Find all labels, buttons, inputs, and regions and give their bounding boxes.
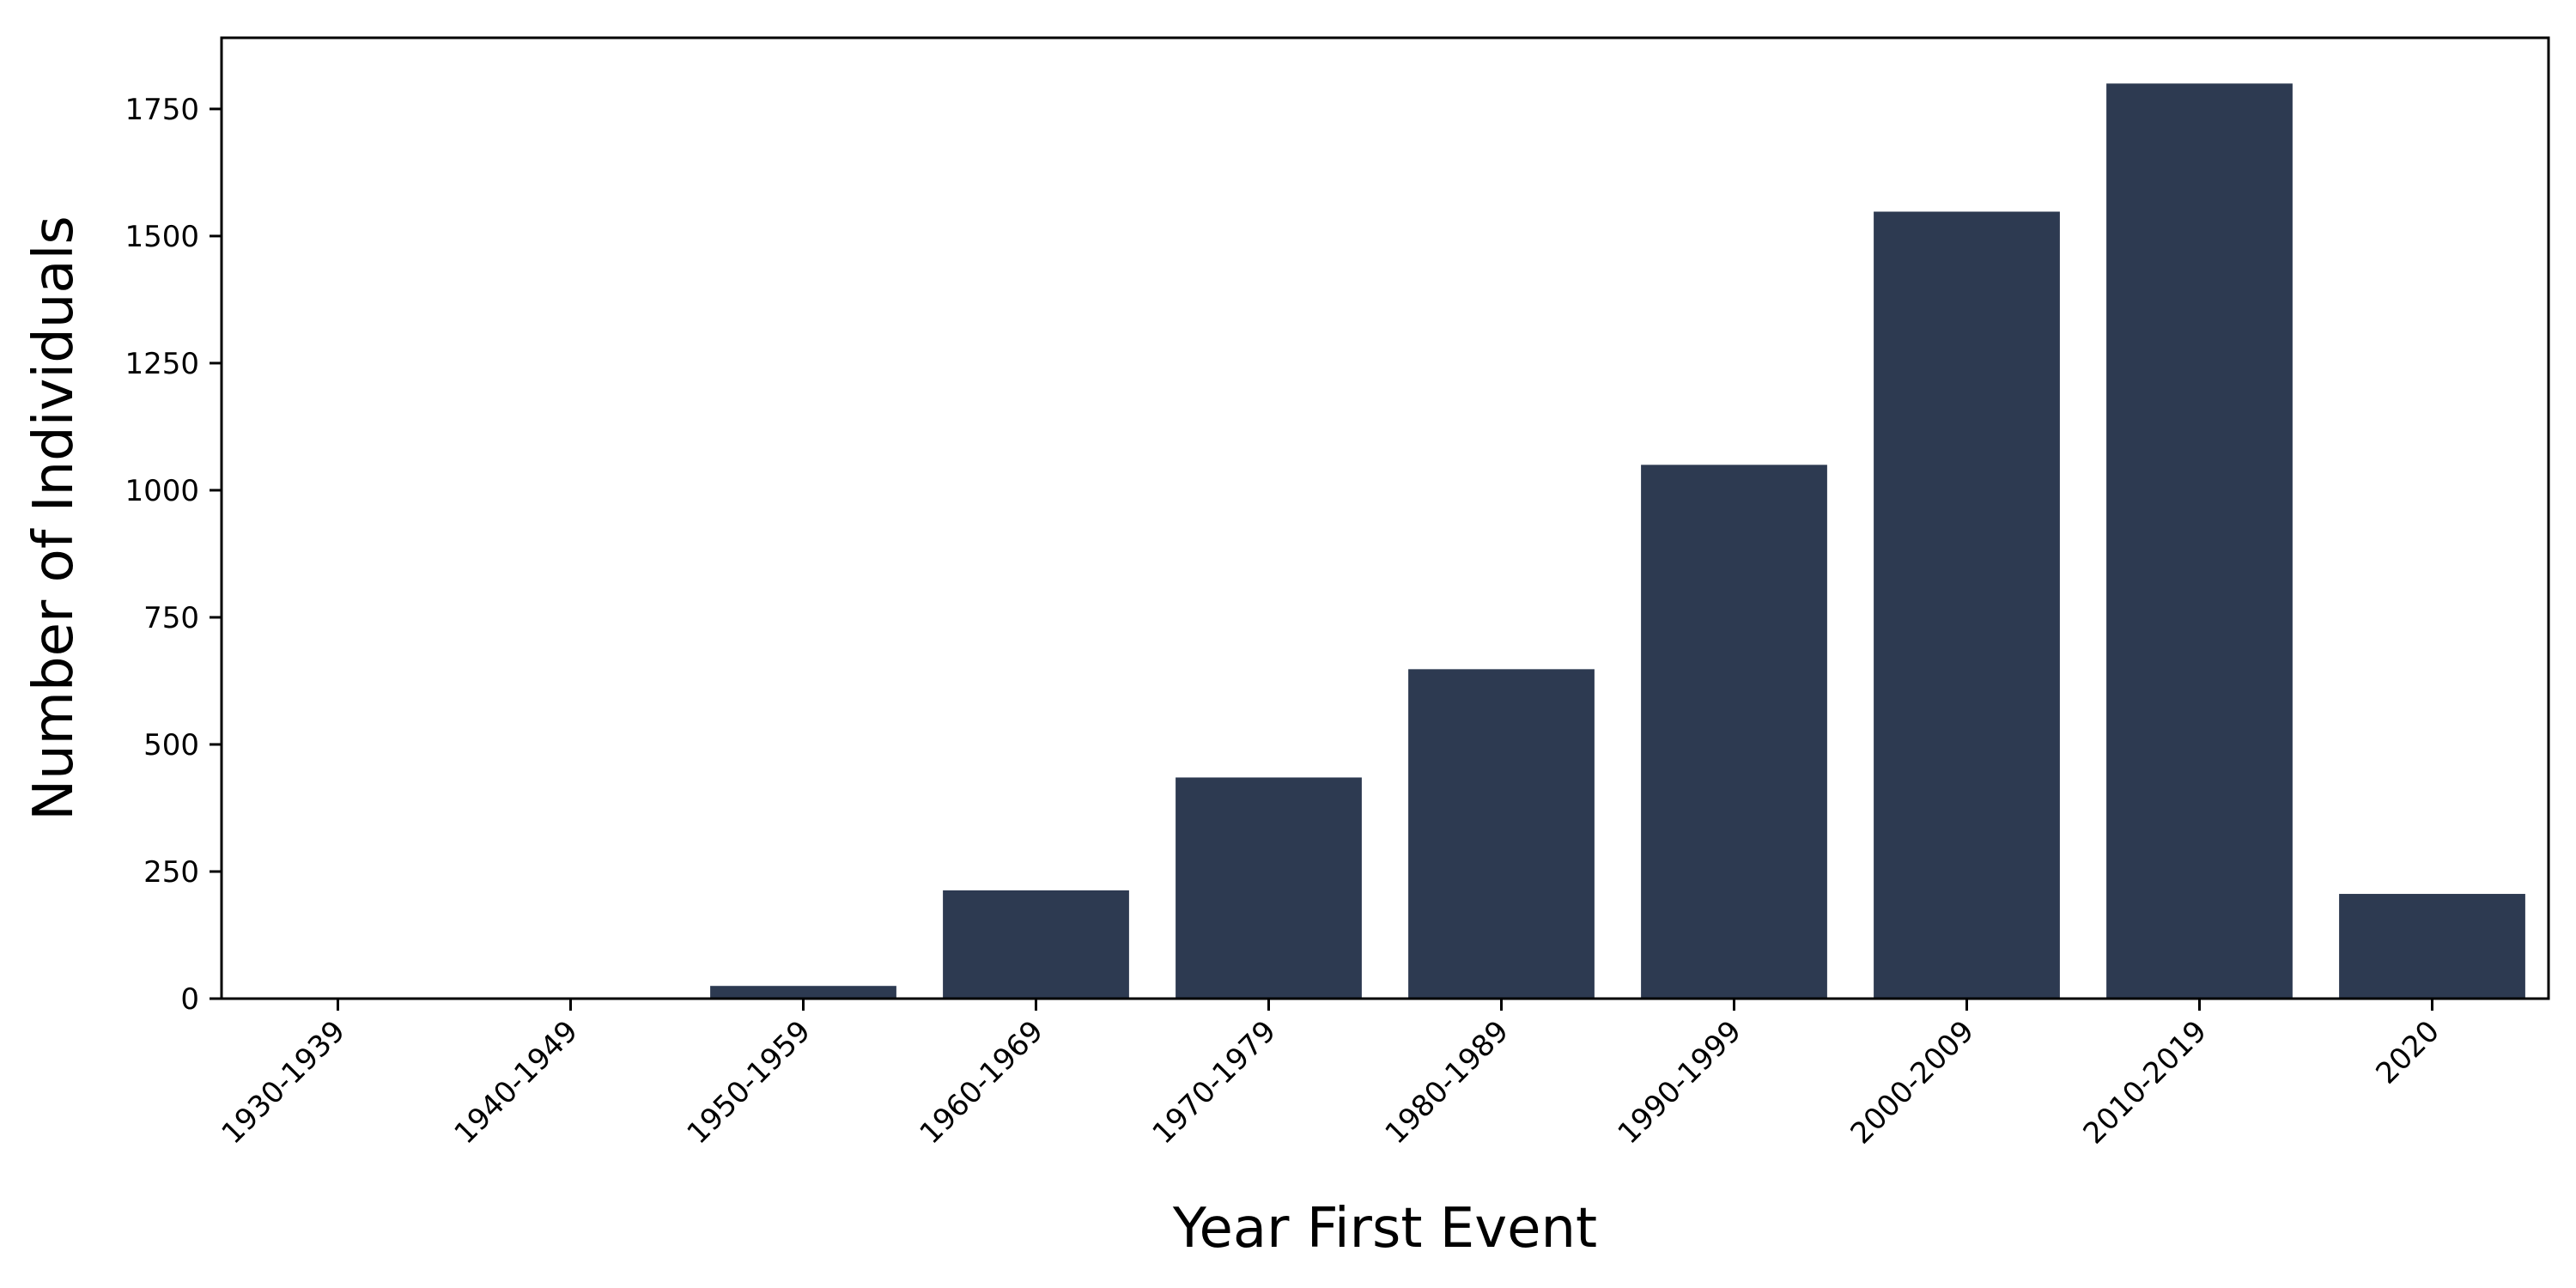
- x-tick-label: 1970-1979: [1146, 1014, 1283, 1151]
- plot-frame: [220, 36, 2550, 1000]
- x-tick-label: 1990-1999: [1612, 1014, 1748, 1151]
- x-tick-label: 2010-2019: [2077, 1014, 2214, 1151]
- x-axis-ticks: 1930-1939 1940-1949 1950-1959 1960-1969 1970…: [216, 999, 2446, 1151]
- y-axis-ticks: 0 250 500 750 1000 1250 1500 1750: [125, 93, 222, 1017]
- x-tick-label: 1950-1959: [681, 1014, 817, 1151]
- bar-1970-1979: [1176, 777, 1362, 999]
- y-tick-label: 1000: [125, 474, 199, 508]
- y-tick-label: 250: [143, 855, 199, 890]
- x-axis-title: Year First Event: [1172, 1197, 1597, 1261]
- y-tick-label: 750: [143, 601, 199, 635]
- x-tick-label: 1930-1939: [216, 1014, 352, 1151]
- y-tick-label: 1500: [125, 220, 199, 254]
- x-tick-label: 2020: [2369, 1014, 2445, 1091]
- bar-2010-2019: [2106, 83, 2293, 999]
- x-tick-label: 2000-2009: [1844, 1014, 1981, 1151]
- y-axis-title: Number of Individuals: [22, 216, 86, 821]
- y-tick-label: 0: [180, 982, 199, 1017]
- bar-1980-1989: [1408, 669, 1595, 999]
- bar-2000-2009: [1874, 211, 2060, 999]
- y-tick-label: 1250: [125, 347, 199, 381]
- x-tick-label: 1940-1949: [448, 1014, 585, 1151]
- x-tick-label: 1980-1989: [1379, 1014, 1516, 1151]
- bar-2020: [2339, 894, 2525, 999]
- bar-1950-1959: [710, 986, 896, 999]
- x-tick-label: 1960-1969: [914, 1014, 1050, 1151]
- y-tick-label: 500: [143, 728, 199, 762]
- bar-1960-1969: [943, 890, 1129, 999]
- bars-group: [245, 83, 2525, 999]
- bar-1990-1999: [1641, 465, 1827, 999]
- y-tick-label: 1750: [125, 93, 199, 127]
